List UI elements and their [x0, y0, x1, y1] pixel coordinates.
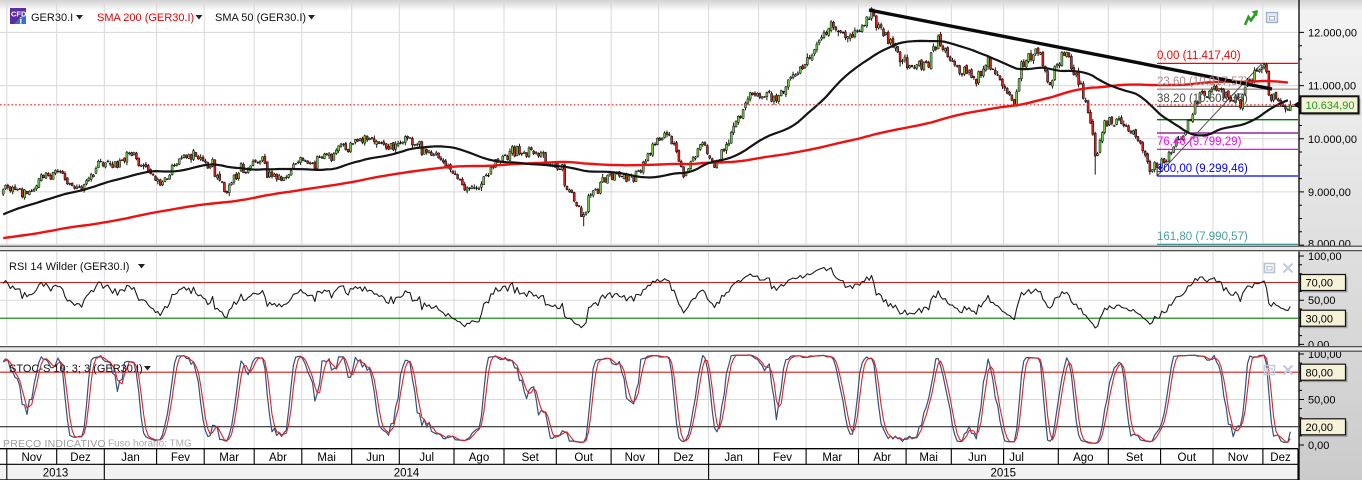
svg-text:100,00 (9.299,46): 100,00 (9.299,46) — [1157, 163, 1248, 175]
svg-text:STOC-S 10; 3; 3 (GER30.I): STOC-S 10; 3; 3 (GER30.I) — [9, 363, 143, 375]
svg-text:Abr: Abr — [873, 452, 891, 464]
svg-text:Fuso horário: TMG: Fuso horário: TMG — [108, 439, 192, 450]
svg-text:Mai: Mai — [919, 452, 938, 464]
svg-text:Mar: Mar — [822, 452, 842, 464]
svg-text:23,60 (10.917,57): 23,60 (10.917,57) — [1157, 76, 1248, 88]
svg-text:9.000,00: 9.000,00 — [1308, 187, 1351, 199]
svg-text:Mar: Mar — [219, 452, 239, 464]
svg-text:i: i — [20, 16, 23, 26]
svg-text:50,00: 50,00 — [1308, 295, 1336, 307]
svg-text:Fev: Fev — [773, 452, 792, 464]
svg-text:SMA 200 (GER30.I): SMA 200 (GER30.I) — [97, 12, 194, 24]
svg-text:2015: 2015 — [991, 468, 1017, 480]
svg-text:161,80 (7.990,57): 161,80 (7.990,57) — [1157, 231, 1248, 243]
svg-text:20,00: 20,00 — [1306, 422, 1334, 434]
svg-text:Nov: Nov — [21, 452, 42, 464]
svg-text:Dez: Dez — [70, 452, 91, 464]
svg-text:Mai: Mai — [317, 452, 336, 464]
svg-text:RSI 14 Wilder (GER30.I): RSI 14 Wilder (GER30.I) — [9, 261, 129, 273]
svg-text:Ago: Ago — [1073, 452, 1093, 464]
svg-text:12.000,00: 12.000,00 — [1308, 27, 1357, 39]
svg-text:GER30.I: GER30.I — [31, 12, 73, 24]
svg-text:38,20 (10.608,35): 38,20 (10.608,35) — [1157, 93, 1248, 105]
svg-text:Jul: Jul — [1009, 452, 1024, 464]
svg-text:Jun: Jun — [366, 452, 385, 464]
svg-text:CFD: CFD — [11, 10, 27, 19]
svg-text:Dez: Dez — [673, 452, 694, 464]
svg-text:Set: Set — [1126, 452, 1144, 464]
svg-text:Abr: Abr — [269, 452, 287, 464]
svg-text:Out: Out — [1178, 452, 1197, 464]
svg-text:Ago: Ago — [469, 452, 489, 464]
svg-text:0,00 (11.417,40): 0,00 (11.417,40) — [1157, 50, 1241, 62]
svg-text:10.634,90: 10.634,90 — [1306, 100, 1355, 112]
svg-text:Jan: Jan — [724, 452, 743, 464]
svg-text:50,00: 50,00 — [1308, 395, 1336, 407]
svg-text:30,00: 30,00 — [1306, 313, 1334, 325]
svg-text:11.000,00: 11.000,00 — [1308, 81, 1356, 93]
svg-text:Jun: Jun — [968, 452, 987, 464]
svg-text:SMA 50 (GER30.I): SMA 50 (GER30.I) — [215, 12, 306, 24]
svg-text:80,00: 80,00 — [1306, 367, 1334, 379]
svg-text:Out: Out — [574, 452, 593, 464]
svg-text:Nov: Nov — [625, 452, 646, 464]
svg-text:2014: 2014 — [394, 468, 420, 480]
svg-text:Set: Set — [522, 452, 540, 464]
svg-text:PREÇO INDICATIVO: PREÇO INDICATIVO — [3, 438, 106, 450]
svg-text:70,00: 70,00 — [1306, 278, 1334, 290]
svg-text:2013: 2013 — [43, 468, 69, 480]
svg-text:100,00: 100,00 — [1308, 251, 1342, 263]
svg-text:76,40 (9.799,29): 76,40 (9.799,29) — [1157, 136, 1242, 148]
svg-text:Fev: Fev — [171, 452, 190, 464]
svg-text:Dez: Dez — [1270, 452, 1291, 464]
svg-text:Jul: Jul — [419, 452, 434, 464]
svg-text:10.000,00: 10.000,00 — [1308, 134, 1357, 146]
svg-text:Nov: Nov — [1228, 452, 1249, 464]
svg-text:0,00: 0,00 — [1308, 440, 1329, 452]
svg-text:Jan: Jan — [121, 452, 140, 464]
